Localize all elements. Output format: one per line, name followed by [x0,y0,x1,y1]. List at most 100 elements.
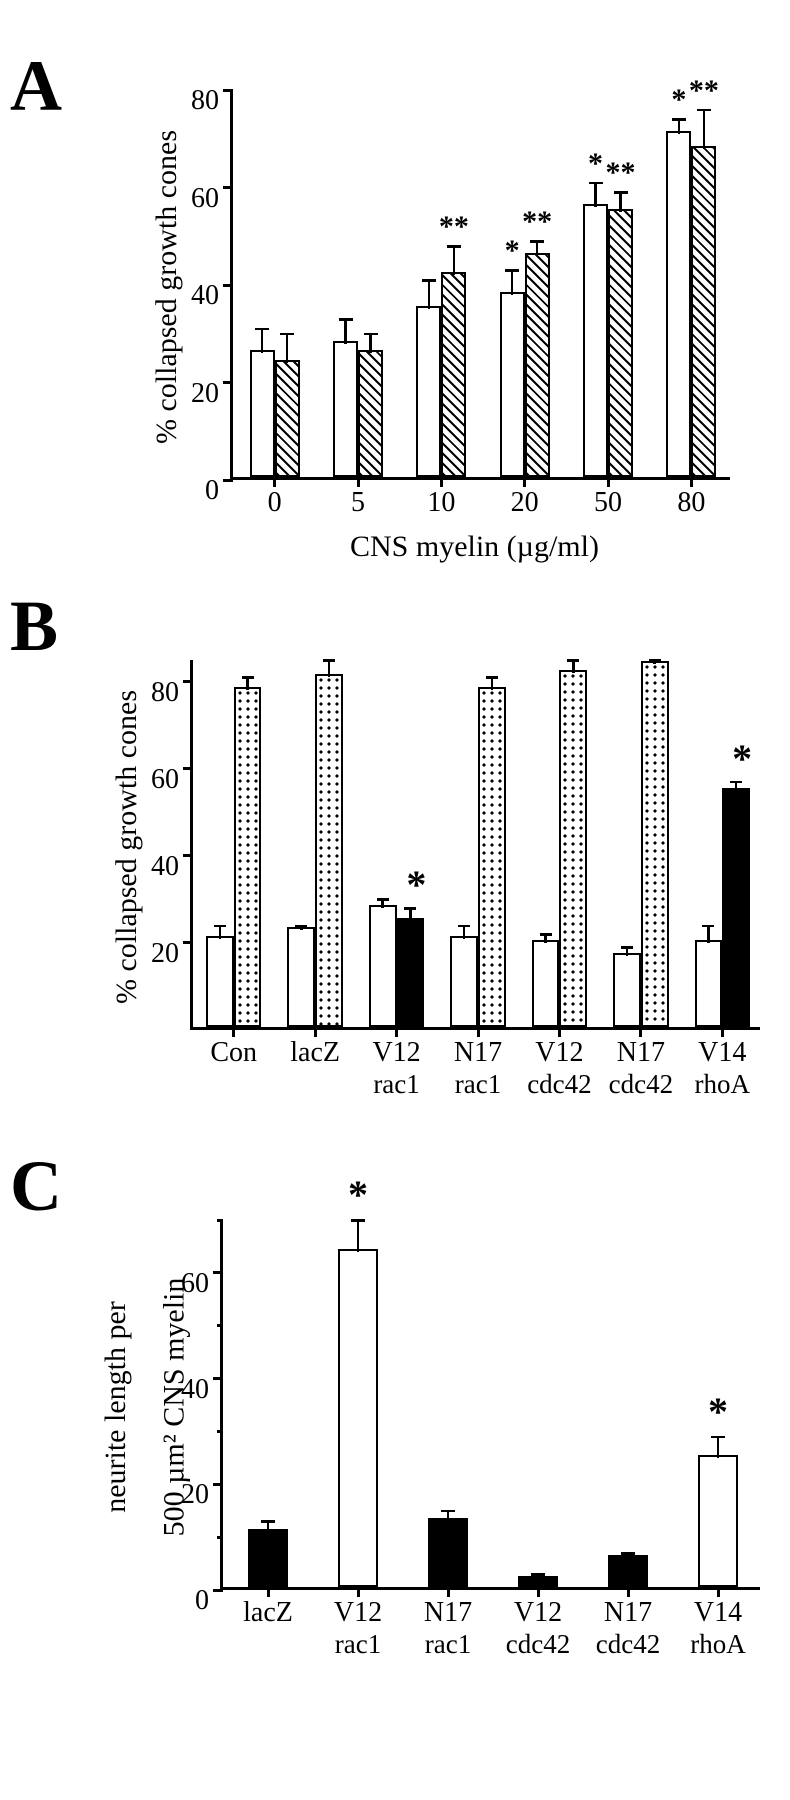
error-bar [246,677,249,690]
bar [695,940,723,1027]
error-bar [703,110,706,149]
error-bar [678,119,681,134]
bar [691,146,716,478]
error-bar [344,319,347,343]
ytick-label: 0 [205,475,233,507]
chart-a-xlabel: CNS myelin (µg/ml) [350,530,599,564]
ytick-label: 40 [191,280,233,312]
error-cap [441,1510,455,1513]
chart-b: 20406080ConlacZV12rac1N17rac1V12cdc42N17… [50,600,770,1140]
error-bar [453,246,456,275]
error-bar [328,660,331,677]
error-bar [357,1220,360,1252]
ytick-label: 80 [191,85,233,117]
error-cap [242,676,254,679]
error-cap [364,333,378,336]
xtick-label: V12rac1 [372,1027,420,1100]
chart-b-plot: 20406080ConlacZV12rac1N17rac1V12cdc42N17… [190,660,760,1030]
panel-c: C 0204060lacZV12rac1N17rac1V12cdc42N17cd… [20,1160,770,1700]
error-bar [594,183,597,207]
bar [206,936,234,1027]
bar [525,253,550,477]
chart-a-ylabel: % collapsed growth cones [150,130,184,444]
error-cap [702,925,714,928]
bar [450,936,478,1027]
error-cap [255,328,269,331]
ytick-minor [217,1219,223,1222]
error-bar [261,329,264,353]
xtick-label: N17cdc42 [609,1027,673,1100]
error-cap [621,946,633,949]
significance-marker: * [406,861,426,908]
error-cap [323,659,335,662]
error-cap [447,245,461,248]
chart-a-plot: 0204060800510**20***50***80*** [230,90,730,480]
bar [641,661,669,1027]
bar [338,1249,379,1587]
bar [248,1529,289,1587]
xtick-label: 0 [268,477,282,519]
ytick-minor [217,1536,223,1539]
error-bar [428,280,431,309]
xtick-label: 5 [351,477,365,519]
significance-marker: ** [606,156,636,190]
error-bar [409,908,412,921]
xtick-label: 20 [511,477,539,519]
error-cap [649,659,661,662]
ytick-label: 60 [151,764,193,796]
ytick-label: 20 [151,938,193,970]
error-cap [505,269,519,272]
xtick-label: N17rac1 [424,1587,472,1660]
significance-marker: ** [522,205,552,239]
xtick-label: lacZ [290,1027,340,1069]
error-bar [219,926,222,939]
xtick-label: Con [210,1027,257,1069]
xtick-label: 50 [594,477,622,519]
bar [722,788,750,1027]
chart-a: 0204060800510**20***50***80*** % collaps… [90,60,770,580]
error-bar [286,334,289,363]
significance-marker: * [732,735,752,782]
error-cap [621,1552,635,1555]
bar [608,1555,649,1587]
error-bar [369,334,372,354]
bar [358,350,383,477]
bar [613,953,641,1027]
significance-marker: * [348,1171,368,1218]
error-cap [697,109,711,112]
xtick-label: V12cdc42 [506,1587,570,1660]
error-cap [614,191,628,194]
bar [559,670,587,1027]
significance-marker: ** [439,210,469,244]
error-cap [377,898,389,901]
error-bar [463,926,466,939]
error-cap [531,1573,545,1576]
error-cap [295,925,307,928]
bar [287,927,315,1027]
error-bar [267,1521,270,1532]
error-cap [567,659,579,662]
bar [369,905,397,1027]
bar [428,1518,469,1587]
bar [250,350,275,477]
bar [583,204,608,477]
error-cap [540,933,552,936]
bar [698,1455,739,1587]
bar [275,360,300,477]
error-cap [486,676,498,679]
error-cap [280,333,294,336]
bar [478,687,506,1027]
ytick-label: 0 [195,1585,223,1617]
error-cap [458,925,470,928]
error-bar [447,1511,450,1522]
chart-b-ylabel: % collapsed growth cones [110,690,144,1004]
significance-marker: * [708,1388,728,1435]
bar [397,918,425,1027]
xtick-label: 10 [427,477,455,519]
panel-a-label: A [10,45,62,128]
ytick-label: 20 [191,378,233,410]
bar [333,341,358,478]
panel-a: A 0204060800510**20***50***80*** % colla… [20,60,770,580]
error-bar [619,192,622,212]
error-cap [214,925,226,928]
